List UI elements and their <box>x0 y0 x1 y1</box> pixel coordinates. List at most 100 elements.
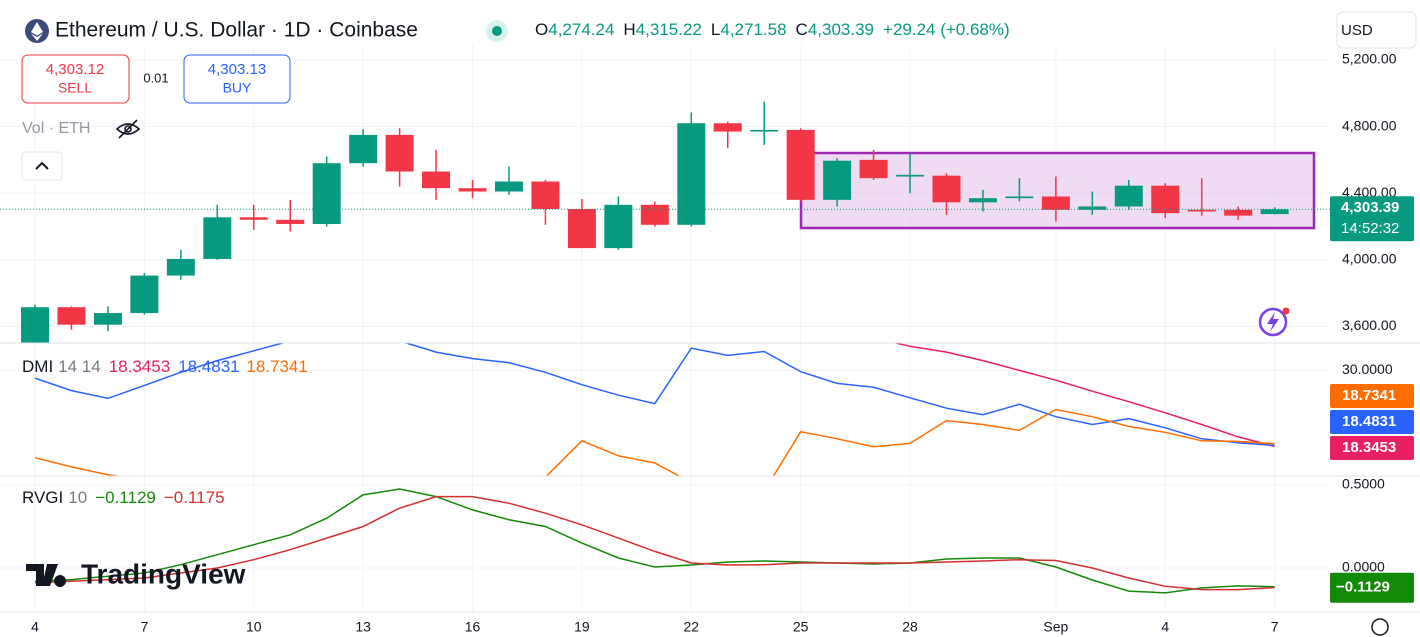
candle-body <box>567 208 596 249</box>
indicator-lines <box>34 488 1275 594</box>
x-tick-label: 19 <box>574 619 590 635</box>
candle-body <box>494 181 523 192</box>
candle-body <box>422 171 451 189</box>
candle-body <box>1187 209 1216 212</box>
assistant-icon[interactable] <box>1258 307 1290 337</box>
x-tick-label: 28 <box>902 619 918 635</box>
candle-body <box>604 204 633 249</box>
value-tag-label: 18.7341 <box>1342 387 1396 404</box>
candle-body <box>1005 196 1034 199</box>
candle-body <box>859 159 888 179</box>
indicator-params: 14 14 <box>58 357 101 376</box>
candle-body <box>130 275 159 314</box>
candle-body <box>968 198 997 203</box>
grid <box>0 45 1330 612</box>
indicator-name: DMI <box>22 357 53 376</box>
sell-label[interactable]: SELL <box>58 80 92 96</box>
last-price-tag <box>1330 196 1414 242</box>
rvgi-legend: RVGI 10 −0.1129 −0.1175 <box>22 488 225 507</box>
candle-body <box>640 204 669 225</box>
value-tag <box>1330 384 1414 408</box>
x-tick-label: 10 <box>246 619 262 635</box>
candle-body <box>349 134 378 164</box>
candle-body <box>312 163 341 224</box>
collapse-caret[interactable] <box>35 161 49 170</box>
candle-body <box>1114 185 1143 207</box>
candle-body <box>57 307 86 325</box>
candles <box>21 101 1289 343</box>
x-tick-label: 22 <box>683 619 699 635</box>
y-tick-label: 4,400.00 <box>1342 184 1397 200</box>
candle-body <box>1260 209 1289 215</box>
ohlc-value: 4,271.58 <box>720 20 786 39</box>
eth-icon-glyph <box>31 22 43 41</box>
currency-button[interactable] <box>1336 11 1417 49</box>
y-tick-label: 0.0000 <box>1342 559 1385 575</box>
ohlc-key: H <box>623 20 635 39</box>
indicator-line <box>34 488 1275 594</box>
candle-body <box>239 217 268 220</box>
value-tag <box>1330 572 1414 603</box>
collapse-button[interactable] <box>21 151 63 181</box>
y-tick-label: 4,800.00 <box>1342 117 1397 133</box>
indicator-params: 10 <box>68 488 87 507</box>
indicator-line <box>892 343 1275 448</box>
countdown-label: 14:52:32 <box>1341 220 1399 237</box>
legend-value: 18.3453 <box>109 357 170 376</box>
status-dot <box>492 26 502 36</box>
sell-price[interactable]: 4,303.12 <box>46 61 104 78</box>
candle-body <box>713 123 742 132</box>
candle-body <box>21 307 49 343</box>
candle-body <box>750 129 779 132</box>
candle-body <box>786 129 815 200</box>
indicator-name: RVGI <box>22 488 63 507</box>
price-change: +29.24 (+0.68%) <box>883 20 1010 39</box>
sell-button[interactable] <box>21 54 130 104</box>
legend-value: −0.1175 <box>164 488 225 507</box>
candle-body <box>93 313 122 325</box>
ohlc-value: 4,315.22 <box>636 20 702 39</box>
value-tag-label: 18.3453 <box>1342 439 1396 456</box>
x-tick-label: Sep <box>1043 619 1068 635</box>
indicator-line <box>34 495 1275 591</box>
candle-body <box>896 174 925 177</box>
ohlc-key: L <box>711 20 720 39</box>
legend-value: 18.4831 <box>178 357 239 376</box>
candle-body <box>458 188 487 192</box>
buy-price[interactable]: 4,303.13 <box>208 61 266 78</box>
x-tick-label: 4 <box>31 619 39 635</box>
candle-body <box>1224 209 1253 216</box>
y-tick-label: 30.0000 <box>1342 361 1393 377</box>
ohlc-value: 4,274.24 <box>548 20 614 39</box>
volume-label: Vol · ETH <box>22 120 90 137</box>
ohlc-value: 4,303.39 <box>808 20 874 39</box>
hide-icon[interactable] <box>115 119 141 139</box>
currency-label[interactable]: USD <box>1341 22 1373 39</box>
indicator-line <box>34 343 1275 447</box>
candle-body <box>932 175 961 203</box>
candle-body <box>1151 185 1180 214</box>
x-tick-label: 13 <box>355 619 371 635</box>
value-tag-label: −0.1129 <box>1336 579 1390 596</box>
last-price-label: 4,303.39 <box>1341 199 1399 216</box>
value-tag <box>1330 436 1414 460</box>
candle-body <box>385 134 414 172</box>
candle-body <box>531 181 560 209</box>
candle-body <box>276 219 305 224</box>
buy-label[interactable]: BUY <box>223 80 252 96</box>
watermark: TradingView <box>81 558 246 589</box>
settings-icon[interactable] <box>1371 618 1389 636</box>
candle-body <box>166 258 195 276</box>
buy-button[interactable] <box>183 54 291 104</box>
y-tick-label: 3,600.00 <box>1342 317 1397 333</box>
indicator-lines <box>34 343 1275 476</box>
ohlc-key: O <box>535 20 548 39</box>
x-tick-label: 16 <box>465 619 481 635</box>
marks <box>0 101 1330 594</box>
x-tick-label: 7 <box>140 619 148 635</box>
ohlc-readout: O4,274.24 H4,315.22 L4,271.58 C4,303.39 +29.… <box>535 20 1010 39</box>
indicator-line <box>34 408 1275 476</box>
y-tick-label: 0.5000 <box>1342 476 1385 492</box>
